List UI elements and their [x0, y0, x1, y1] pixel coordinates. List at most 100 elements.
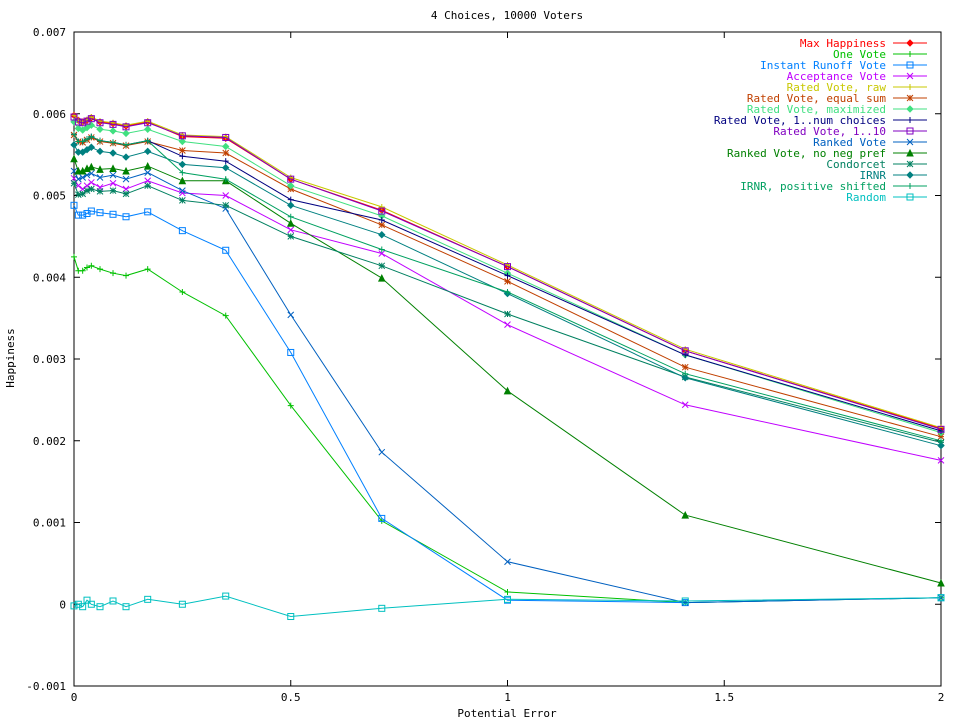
- legend-label: Rated Vote, 1..10: [773, 125, 886, 138]
- data-point: [682, 370, 689, 377]
- legend-item: Rated Vote, 1..10: [773, 125, 927, 138]
- data-point: [96, 174, 104, 181]
- data-point: [87, 115, 95, 123]
- series-line: [73, 133, 942, 442]
- data-point: [178, 132, 186, 140]
- y-tick-label: 0.007: [33, 26, 66, 39]
- data-point: [504, 263, 511, 271]
- data-point: [287, 402, 294, 409]
- data-point: [378, 514, 386, 522]
- data-point: [70, 602, 78, 610]
- data-point: [96, 165, 104, 173]
- series-random: [70, 592, 945, 621]
- series-rated-vote-maximized: [70, 118, 945, 437]
- legend-item: Condorcet: [826, 158, 927, 171]
- series-line: [73, 158, 942, 584]
- legend-marker: [906, 193, 914, 201]
- series-line: [73, 178, 942, 461]
- data-point: [74, 211, 82, 219]
- data-point: [70, 179, 78, 187]
- data-point: [144, 137, 151, 144]
- data-point: [88, 262, 95, 269]
- data-point: [87, 143, 96, 151]
- data-point: [287, 181, 295, 190]
- y-tick-label: 0.002: [33, 435, 66, 448]
- data-point: [110, 270, 117, 277]
- data-point: [504, 321, 511, 329]
- data-point: [74, 191, 82, 199]
- data-point: [87, 185, 95, 193]
- x-tick-label: 2: [938, 691, 945, 704]
- data-point: [83, 123, 91, 132]
- series-rated-vote-1-10: [70, 113, 945, 433]
- data-point: [96, 147, 104, 156]
- data-point: [70, 201, 78, 209]
- legend-label: Rated Vote, equal sum: [747, 92, 886, 105]
- data-point: [178, 176, 187, 185]
- data-point: [378, 604, 386, 612]
- legend-marker: [906, 160, 914, 168]
- data-point: [74, 118, 82, 126]
- data-point: [179, 197, 186, 204]
- data-point: [143, 147, 152, 156]
- legend-marker: [906, 105, 914, 113]
- y-tick-label: 0.003: [33, 353, 66, 366]
- data-point: [97, 266, 104, 273]
- data-point: [71, 253, 77, 260]
- data-point: [179, 153, 186, 160]
- data-point: [144, 266, 151, 273]
- legend-marker: [906, 138, 914, 146]
- x-axis-label: Potential Error: [457, 707, 557, 720]
- data-point: [109, 164, 117, 173]
- data-point: [287, 233, 295, 240]
- data-point: [937, 441, 945, 450]
- data-point: [222, 158, 229, 165]
- data-point: [222, 201, 230, 209]
- y-tick-label: 0.006: [33, 108, 66, 121]
- data-point: [222, 149, 230, 157]
- data-point: [504, 310, 511, 318]
- data-point: [143, 125, 152, 133]
- data-point: [378, 250, 386, 257]
- legend-marker: [907, 51, 913, 57]
- data-point: [122, 166, 130, 175]
- legend-marker: [906, 72, 914, 80]
- data-point: [144, 119, 152, 127]
- data-point: [78, 126, 87, 134]
- data-point: [377, 273, 386, 282]
- legend-item: IRNR: [860, 169, 927, 182]
- axes: -0.001 0 0.001 0.002 0.003 0.004 0.005 0.006 0.0…: [26, 26, 944, 704]
- data-point: [109, 179, 117, 187]
- legend-label: IRNR, positive shifted: [740, 180, 886, 193]
- data-point: [222, 192, 230, 199]
- series-line: [73, 205, 942, 604]
- legend-label: Ranked Vote: [813, 136, 886, 149]
- y-tick-label: 0.004: [33, 271, 66, 284]
- legend-item: Random: [846, 191, 927, 204]
- data-point: [681, 374, 689, 382]
- legend-marker: [907, 183, 913, 189]
- data-point: [287, 311, 295, 319]
- data-point: [96, 188, 104, 195]
- data-point: [122, 153, 130, 161]
- data-point: [70, 141, 78, 149]
- data-point: [503, 386, 512, 395]
- legend-marker: [906, 39, 914, 47]
- data-point: [222, 163, 230, 172]
- data-point: [144, 182, 152, 190]
- series-one-vote: [71, 253, 944, 606]
- data-point: [87, 179, 95, 186]
- data-point: [178, 600, 186, 608]
- data-point: [681, 401, 689, 409]
- legend-label: IRNR: [860, 169, 887, 182]
- legend-marker: [906, 127, 914, 135]
- x-tick-label: 1: [504, 691, 511, 704]
- data-point: [681, 597, 689, 605]
- data-point: [87, 600, 95, 608]
- data-point: [287, 226, 295, 234]
- data-point: [179, 187, 186, 194]
- data-point: [96, 119, 104, 127]
- y-tick-label: 0.005: [33, 190, 66, 203]
- legend-label: Instant Runoff Vote: [760, 59, 886, 72]
